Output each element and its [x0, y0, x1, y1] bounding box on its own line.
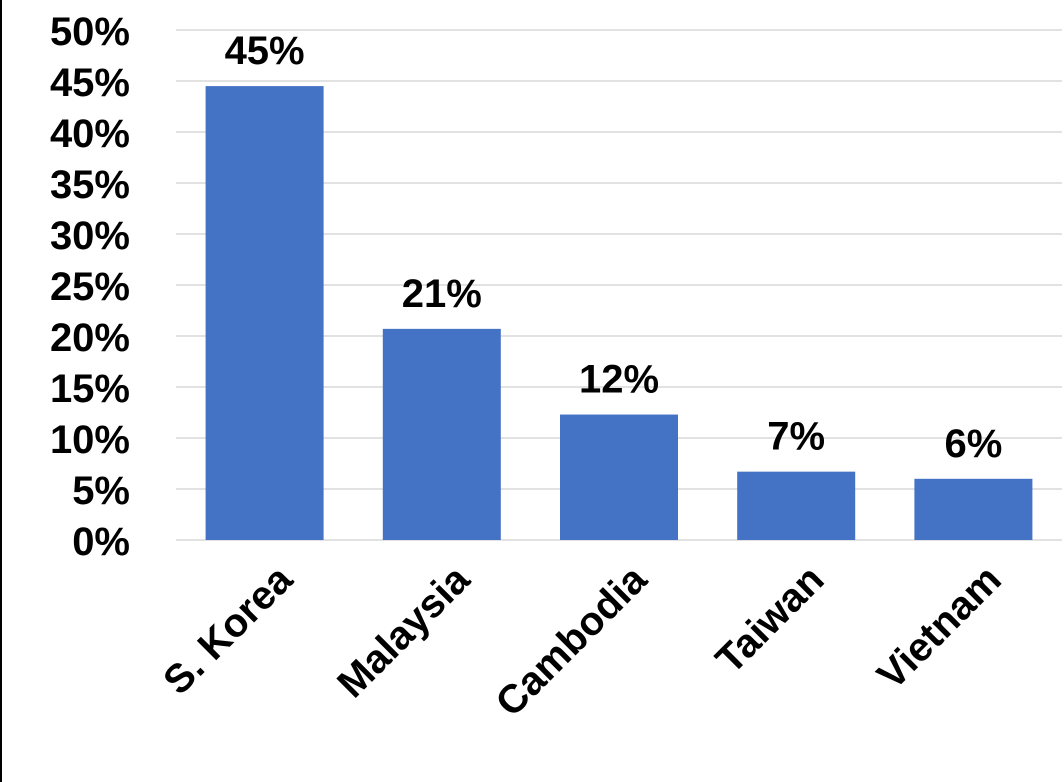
bar-malaysia — [382, 328, 501, 540]
y-tick-label: 0% — [72, 520, 130, 564]
bar-cambodia — [560, 414, 678, 540]
y-tick-label: 40% — [50, 112, 130, 156]
data-label: 45% — [225, 29, 305, 73]
y-tick-label: 20% — [50, 316, 130, 360]
y-tick-label: 10% — [50, 418, 130, 462]
y-tick-label: 50% — [50, 10, 130, 54]
bars — [205, 86, 1033, 540]
x-category-label: S. Korea — [155, 557, 301, 703]
y-axis-ticks: 0% 5% 10% 15% 20% 25% 30% 35% 40% 45% 50% — [50, 10, 130, 564]
y-tick-label: 45% — [50, 61, 130, 105]
data-label: 21% — [402, 272, 482, 316]
bar-vietnam — [914, 478, 1033, 540]
x-category-label: Malaysia — [329, 557, 479, 707]
data-label: 6% — [944, 422, 1002, 466]
x-category-label: Vietnam — [869, 557, 1010, 698]
data-label: 12% — [579, 358, 659, 402]
x-axis-categories: S. Korea Malaysia Cambodia Taiwan Vietnam — [155, 557, 1010, 725]
y-tick-label: 15% — [50, 367, 130, 411]
bar-s-korea — [205, 86, 324, 540]
gridlines — [176, 29, 1062, 541]
x-category-label: Cambodia — [488, 557, 656, 725]
bar-taiwan — [737, 471, 856, 540]
x-category-label: Taiwan — [708, 557, 833, 682]
y-tick-label: 30% — [50, 214, 130, 258]
data-labels: 45% 21% 12% 7% 6% — [225, 29, 1003, 466]
y-tick-label: 35% — [50, 163, 130, 207]
data-label: 7% — [767, 415, 825, 459]
y-tick-label: 5% — [72, 469, 130, 513]
y-tick-label: 25% — [50, 265, 130, 309]
